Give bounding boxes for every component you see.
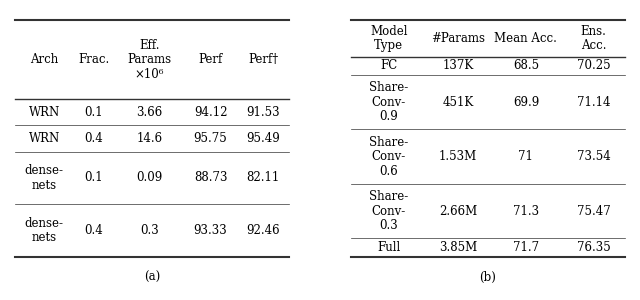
Text: 3.66: 3.66 [136,106,163,119]
Text: Model
Type: Model Type [370,25,408,52]
Text: (b): (b) [479,271,496,284]
Text: 137K: 137K [442,59,474,72]
Text: 1.53M: 1.53M [439,150,477,163]
Text: 0.1: 0.1 [84,171,103,184]
Text: 71.3: 71.3 [513,205,539,218]
Text: 71.14: 71.14 [577,96,611,109]
Text: WRN: WRN [29,106,60,119]
Text: 93.33: 93.33 [194,224,227,237]
Text: dense-
nets: dense- nets [25,164,64,192]
Text: 451K: 451K [442,96,474,109]
Text: 82.11: 82.11 [246,171,280,184]
Text: (a): (a) [144,271,161,284]
Text: Perf: Perf [198,53,223,66]
Text: Frac.: Frac. [78,53,109,66]
Text: 14.6: 14.6 [136,132,163,145]
Text: Eff.
Params
×10⁶: Eff. Params ×10⁶ [127,39,172,81]
Text: 0.4: 0.4 [84,132,103,145]
Text: 3.85M: 3.85M [439,241,477,254]
Text: 73.54: 73.54 [577,150,611,163]
Text: WRN: WRN [29,132,60,145]
Text: 0.3: 0.3 [140,224,159,237]
Text: Mean Acc.: Mean Acc. [495,32,557,45]
Text: 76.35: 76.35 [577,241,611,254]
Text: 75.47: 75.47 [577,205,611,218]
Text: Ens.
Acc.: Ens. Acc. [581,25,607,52]
Text: FC: FC [380,59,397,72]
Text: dense-
nets: dense- nets [25,217,64,244]
Text: Share-
Conv-
0.9: Share- Conv- 0.9 [369,81,408,123]
Text: 70.25: 70.25 [577,59,611,72]
Text: 69.9: 69.9 [513,96,539,109]
Text: 92.46: 92.46 [246,224,280,237]
Text: 0.1: 0.1 [84,106,103,119]
Text: 68.5: 68.5 [513,59,539,72]
Text: Perf†: Perf† [248,53,278,66]
Text: 2.66M: 2.66M [439,205,477,218]
Text: 91.53: 91.53 [246,106,280,119]
Text: Share-
Conv-
0.3: Share- Conv- 0.3 [369,190,408,232]
Text: 95.49: 95.49 [246,132,280,145]
Text: 0.09: 0.09 [136,171,163,184]
Text: Share-
Conv-
0.6: Share- Conv- 0.6 [369,136,408,178]
Text: 0.4: 0.4 [84,224,103,237]
Text: 95.75: 95.75 [194,132,227,145]
Text: Full: Full [377,241,401,254]
Text: 71: 71 [518,150,533,163]
Text: 94.12: 94.12 [194,106,227,119]
Text: Arch: Arch [30,53,58,66]
Text: 88.73: 88.73 [194,171,227,184]
Text: #Params: #Params [431,32,485,45]
Text: 71.7: 71.7 [513,241,539,254]
